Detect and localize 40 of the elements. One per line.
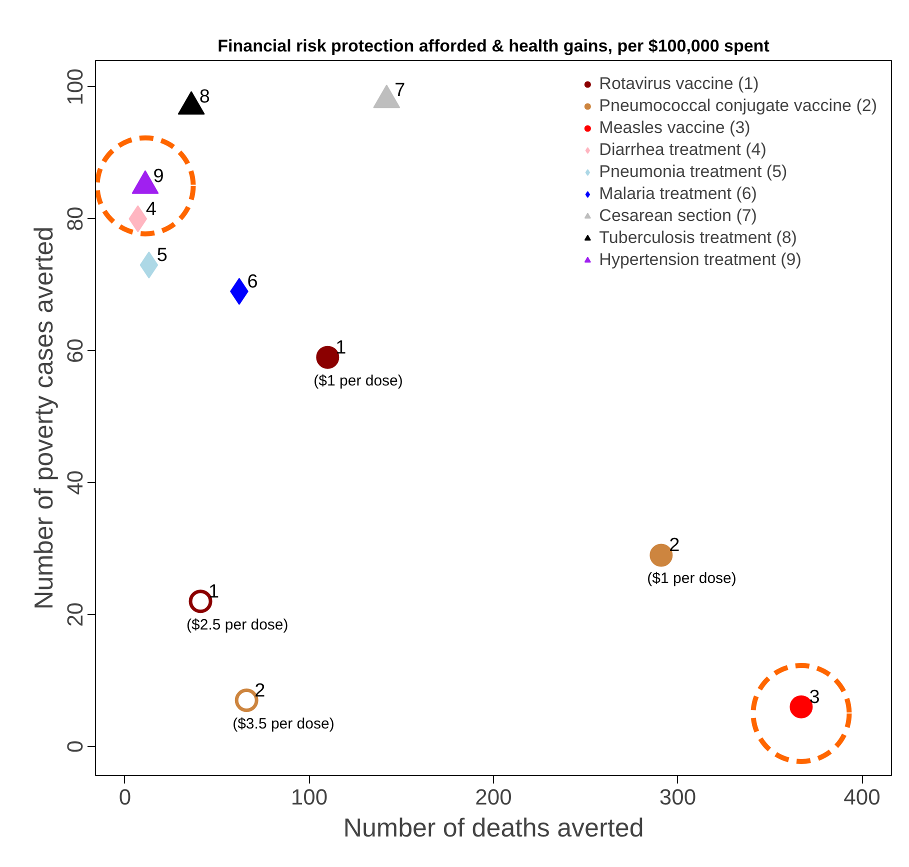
- legend-label: Cesarean section (7): [599, 206, 757, 226]
- annotation: 1: [336, 337, 346, 358]
- legend-label: Measles vaccine (3): [599, 118, 750, 138]
- annotation: ($3.5 per dose): [232, 715, 334, 732]
- x-tick-label: 300: [659, 784, 696, 810]
- annotation: ($1 per dose): [314, 372, 403, 390]
- y-tick-label: 100: [62, 68, 88, 106]
- annotation: 2: [669, 535, 680, 556]
- annotation: 9: [153, 166, 164, 187]
- legend-label: Malaria treatment (6): [599, 184, 757, 204]
- annotation: ($1 per dose): [647, 570, 736, 588]
- y-tick-label: 80: [62, 206, 88, 232]
- annotation: 7: [394, 80, 406, 102]
- legend-label: Pneumococcal conjugate vaccine (2): [599, 96, 877, 116]
- legend-label: Hypertension treatment (9): [599, 250, 802, 270]
- y-axis-title: Number of poverty cases averted: [28, 226, 58, 610]
- annotation: 4: [146, 198, 157, 220]
- y-tick-label: 40: [62, 470, 88, 495]
- annotation: 5: [156, 244, 168, 266]
- point: [750, 663, 852, 764]
- x-tick-label: 0: [118, 784, 132, 810]
- annotation: 8: [199, 86, 210, 108]
- y-tick-label: 20: [62, 602, 88, 627]
- x-tick-label: 200: [475, 784, 512, 810]
- annotation: 1: [208, 581, 220, 602]
- y-tick-label: 60: [62, 338, 88, 363]
- annotation: 3: [809, 686, 820, 708]
- legend-label: Pneumonia treatment (5): [599, 162, 788, 182]
- x-tick-label: 400: [844, 784, 880, 810]
- y-tick-label: 0: [62, 740, 88, 753]
- annotation: 6: [247, 271, 258, 292]
- point: [96, 135, 196, 236]
- annotation: 2: [254, 680, 266, 702]
- annotation: ($2.5 per dose): [186, 616, 288, 634]
- legend-label: Diarrhea treatment (4): [599, 140, 766, 160]
- x-tick-label: 100: [290, 784, 328, 810]
- chart-title: Financial risk protection afforded & health gains, per $100,000 spent: [218, 36, 770, 56]
- legend-label: Rotavirus vaccine (1): [599, 74, 759, 94]
- x-axis-title: Number of deaths averted: [343, 812, 644, 842]
- legend-label: Tuberculosis treatment (8): [599, 228, 797, 248]
